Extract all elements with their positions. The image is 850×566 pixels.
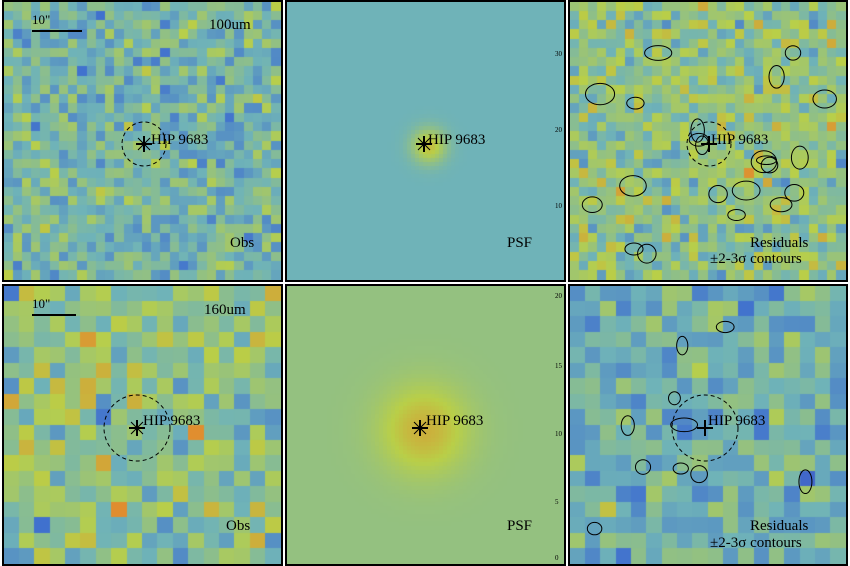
- target-label-res-160um: HIP 9683: [708, 413, 766, 429]
- residual-label-160um: Residuals: [750, 518, 809, 534]
- contour-line: [690, 465, 708, 484]
- contour-line: [670, 417, 699, 433]
- contour-line: [586, 521, 603, 536]
- contour-line: [690, 118, 705, 143]
- psf-panel-100um: HIP 9683 30 20 10 PSF: [285, 0, 566, 282]
- target-marker-obs-160um: [103, 394, 171, 462]
- scale-bar-label: 10": [32, 296, 51, 311]
- psf-map-160um: [287, 286, 564, 564]
- contour-line: [755, 155, 777, 166]
- obs-panel-100um: 10" 100um HIP 9683 Obs: [2, 0, 283, 282]
- target-label-res-100um: HIP 9683: [711, 132, 769, 148]
- contour-line: [584, 82, 616, 106]
- residual-contours-100um: [581, 45, 837, 264]
- contour-line: [715, 320, 735, 334]
- obs-label-160um: Obs: [226, 518, 251, 534]
- psf-axis-tick-15: 15: [555, 362, 562, 370]
- contour-line: [676, 335, 689, 356]
- psf-axis-tick-5: 5: [555, 498, 559, 506]
- target-marker-obs-100um: [121, 121, 167, 167]
- psf-axis-tick-10: 10: [555, 202, 562, 210]
- target-label-obs-100um: HIP 9683: [151, 132, 209, 148]
- target-marker-psf-160um: [412, 420, 428, 436]
- contour-line: [750, 150, 778, 174]
- contour-line: [672, 462, 689, 475]
- psf-label-160um: PSF: [507, 518, 533, 534]
- target-label-obs-160um: HIP 9683: [143, 413, 201, 429]
- scale-bar-100um: 10": [32, 12, 82, 32]
- contour-label-160um: ±2-3σ contours: [710, 535, 802, 551]
- residual-map-160um: [570, 286, 846, 564]
- contour-line: [620, 415, 635, 436]
- contour-line: [624, 242, 644, 256]
- scale-bar-label: 10": [32, 12, 51, 27]
- psf-axis-tick-0: 0: [555, 554, 559, 562]
- scale-bar-line: [32, 30, 82, 32]
- obs-panel-160um: 10" 160um HIP 9683 Obs: [2, 284, 283, 566]
- residual-panel-100um: HIP 9683 Residuals ±2-3σ contours: [568, 0, 848, 282]
- contour-line: [784, 183, 805, 202]
- contour-line: [619, 175, 647, 197]
- contour-line: [626, 96, 645, 110]
- contour-line: [812, 89, 837, 109]
- band-label-160um: 160um: [204, 302, 246, 318]
- target-label-psf-160um: HIP 9683: [426, 413, 484, 429]
- contour-line: [644, 45, 673, 61]
- obs-map-160um: [4, 286, 281, 564]
- obs-label-100um: Obs: [230, 235, 255, 251]
- target-marker-psf-100um: [416, 136, 432, 152]
- contour-line: [668, 391, 681, 406]
- obs-map-100um: [4, 2, 281, 280]
- scale-bar-line: [32, 314, 76, 316]
- contour-line: [760, 156, 779, 174]
- psf-map-100um: [287, 2, 564, 280]
- contour-label-100um: ±2-3σ contours: [710, 251, 802, 267]
- contour-line: [784, 45, 802, 61]
- psf-panel-160um: HIP 9683 20 15 10 5 0 PSF: [285, 284, 566, 566]
- band-label-100um: 100um: [209, 17, 251, 33]
- contour-line: [637, 243, 657, 264]
- contour-line: [769, 197, 793, 213]
- contour-line: [790, 145, 809, 170]
- psf-axis-tick-30: 30: [555, 50, 562, 58]
- psf-axis-tick-10: 10: [555, 430, 562, 438]
- contour-line: [634, 459, 652, 475]
- target-label-psf-100um: HIP 9683: [428, 132, 486, 148]
- contour-line: [708, 185, 728, 204]
- target-marker-res-160um: [671, 394, 739, 462]
- target-marker-res-100um: [686, 121, 732, 167]
- scale-bar-160um: 10": [32, 296, 76, 316]
- residual-panel-160um: HIP 9683 Residuals ±2-3σ contours: [568, 284, 848, 566]
- psf-axis-tick-20: 20: [555, 126, 562, 134]
- contour-line: [731, 180, 761, 201]
- contour-line: [581, 196, 603, 214]
- residual-contours-160um: [586, 320, 813, 536]
- psf-label-100um: PSF: [507, 235, 533, 251]
- residual-label-100um: Residuals: [750, 235, 809, 251]
- contour-line: [768, 64, 785, 89]
- contour-line: [798, 469, 813, 495]
- psf-axis-tick-20: 20: [555, 292, 562, 300]
- contour-line: [727, 208, 746, 221]
